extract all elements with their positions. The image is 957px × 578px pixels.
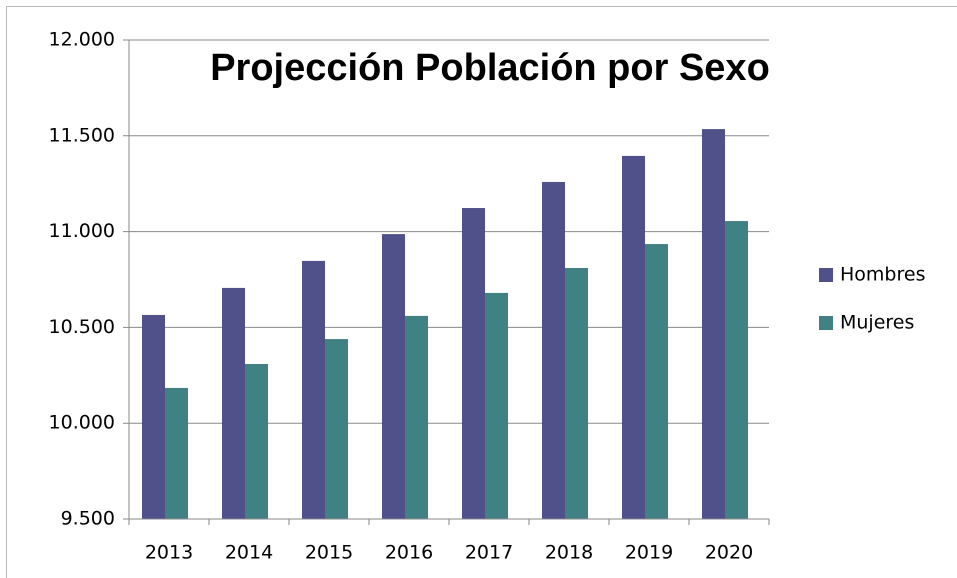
- x-tick-label: 2018: [545, 542, 593, 564]
- y-tick-label: 11.000: [49, 220, 115, 242]
- bar: [622, 155, 645, 519]
- legend-label: Mujeres: [840, 312, 914, 334]
- x-tick-label: 2013: [145, 542, 193, 564]
- bar: [702, 129, 725, 519]
- y-tick-label: 9.500: [61, 508, 115, 530]
- y-tick-label: 12.000: [49, 29, 115, 51]
- y-tick-label: 10.500: [49, 316, 115, 338]
- x-tick-label: 2019: [625, 542, 673, 564]
- bar: [542, 181, 565, 520]
- bar: [485, 292, 508, 519]
- bar: [405, 315, 428, 519]
- bar: [165, 387, 188, 519]
- bar: [302, 260, 325, 519]
- bar: [725, 221, 748, 519]
- x-tick-label: 2014: [225, 542, 273, 564]
- bar: [565, 268, 588, 519]
- bar: [645, 244, 668, 519]
- legend-swatch: [819, 316, 833, 330]
- bar: [245, 363, 268, 519]
- bar: [222, 287, 245, 519]
- legend-swatch: [819, 268, 833, 282]
- bar: [382, 234, 405, 519]
- chart-title: Projección Población por Sexo: [210, 47, 770, 89]
- y-tick-label: 11.500: [49, 124, 115, 146]
- x-tick-label: 2017: [465, 542, 513, 564]
- chart-border: [6, 6, 957, 578]
- x-tick-label: 2020: [705, 542, 753, 564]
- x-tick-label: 2016: [385, 542, 433, 564]
- x-tick-label: 2015: [305, 542, 353, 564]
- bar: [325, 339, 348, 519]
- legend-label: Hombres: [840, 264, 925, 286]
- y-tick-label: 10.000: [49, 412, 115, 434]
- bar: [142, 314, 165, 519]
- bar: [462, 208, 485, 519]
